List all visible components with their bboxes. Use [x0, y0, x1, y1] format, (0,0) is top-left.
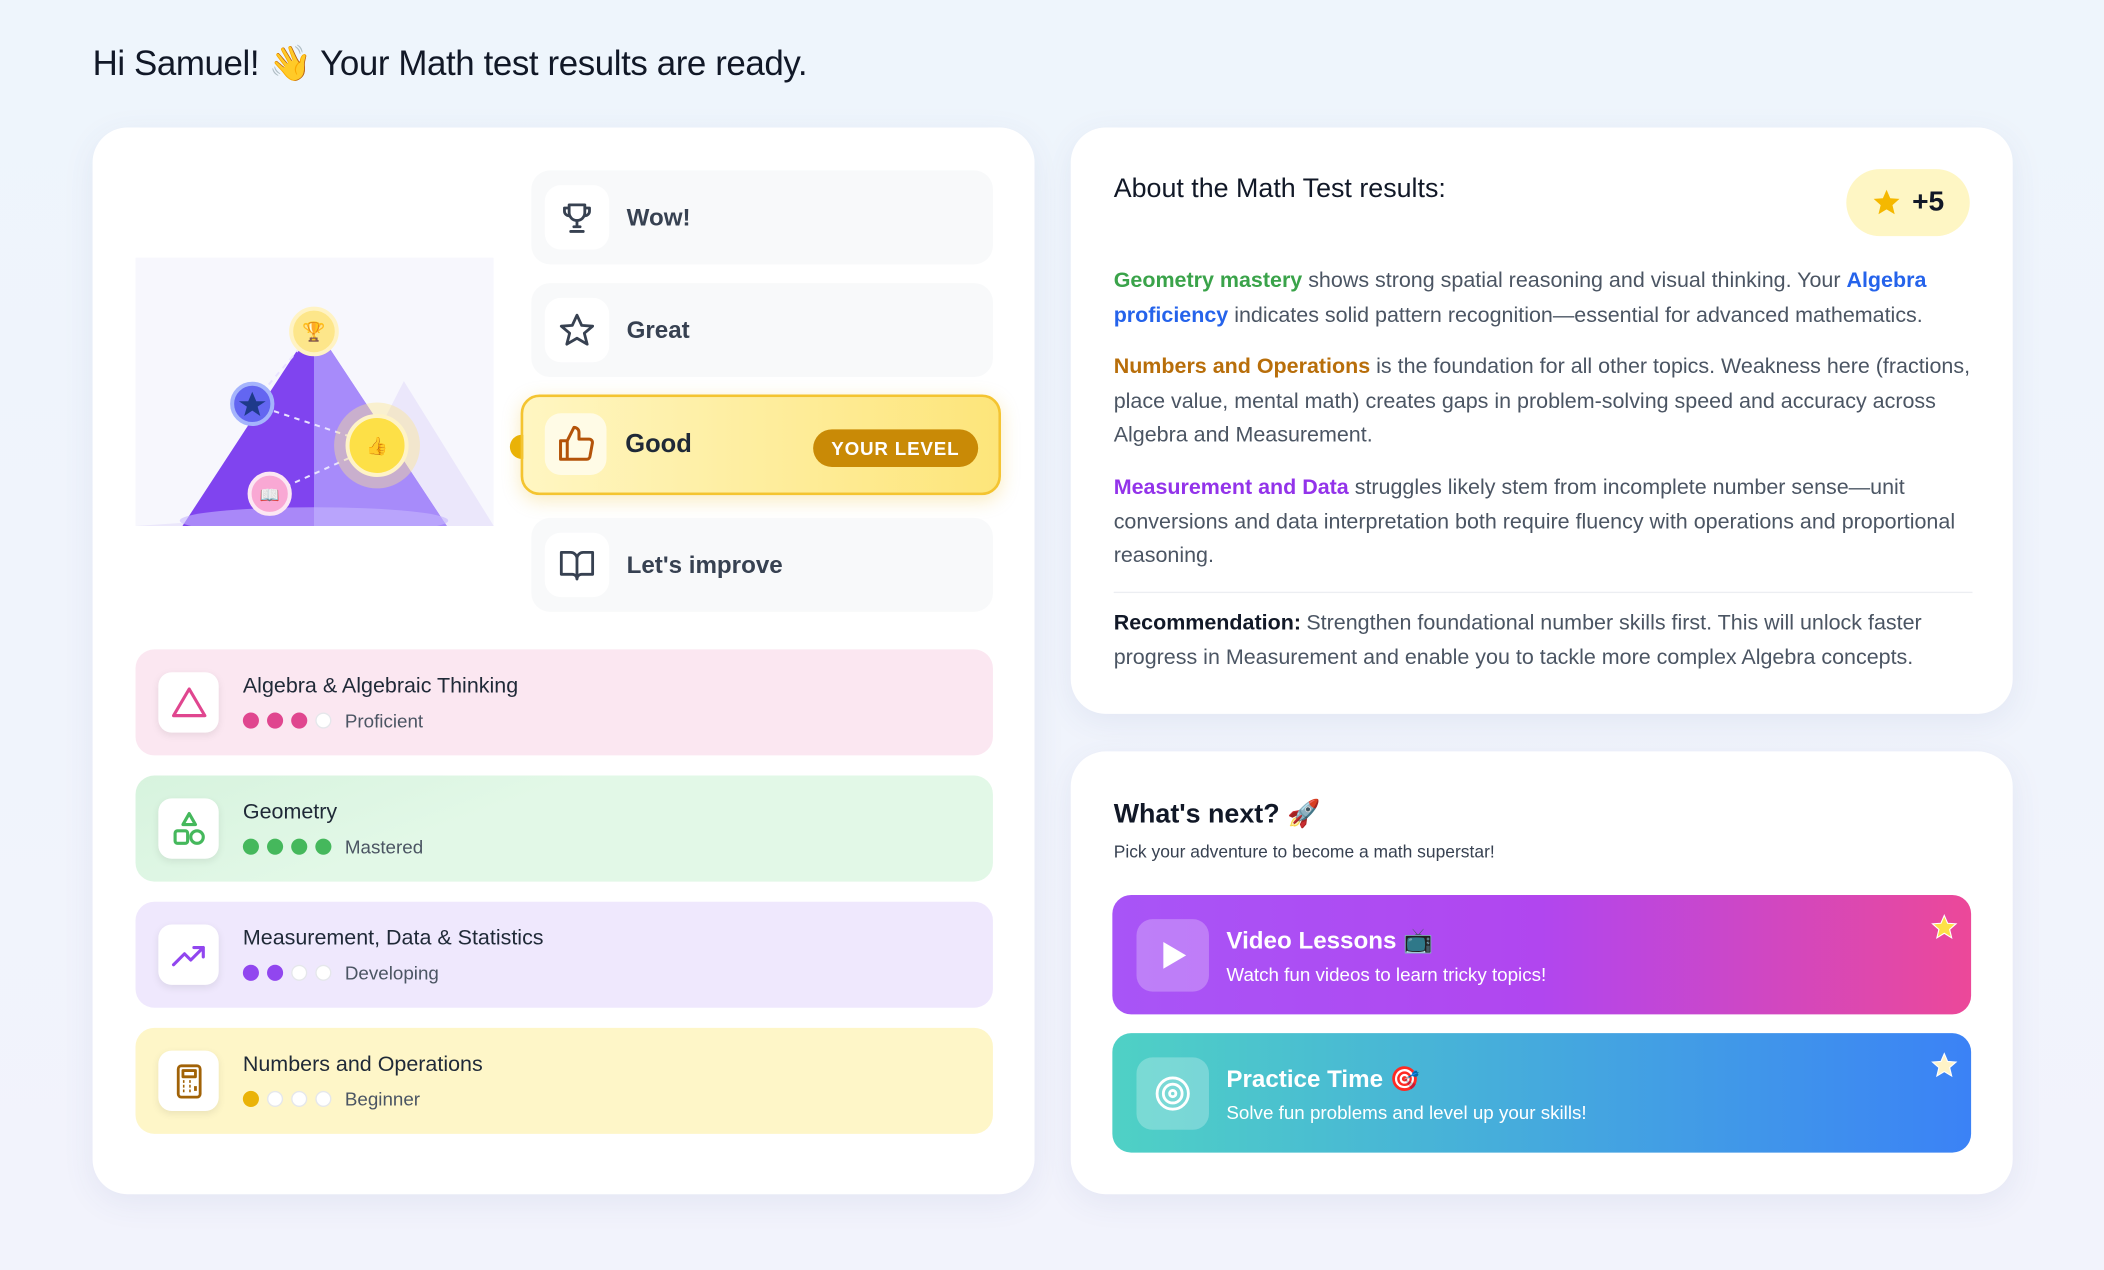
skill-icon [158, 924, 219, 985]
dot [242, 1090, 259, 1107]
skill-icon [158, 672, 219, 733]
highlight: Measurement and Data [1113, 476, 1349, 500]
dot [315, 964, 332, 981]
dot [315, 1090, 332, 1107]
paragraph: Geometry mastery shows strong spatial re… [1114, 264, 1973, 333]
next-card: What's next? 🚀 Pick your adventure to be… [1070, 751, 2013, 1195]
recommendation-text: Strengthen foundational number skills fi… [1113, 611, 1922, 670]
dot [267, 1090, 284, 1107]
dot [291, 1090, 308, 1107]
book-icon [544, 532, 610, 598]
text: indicates solid pattern recognition—esse… [1228, 304, 1923, 327]
skill-icon [158, 798, 219, 859]
level-row: Great [531, 283, 993, 378]
your-level-badge: YOUR LEVEL [812, 429, 979, 467]
skill-status: Proficient [344, 709, 424, 732]
next-subtitle: Pick your adventure to become a math sup… [1113, 841, 1495, 862]
skill-status: Mastered [344, 835, 424, 858]
skill-icon [158, 1050, 219, 1112]
skill-name: Measurement, Data & Statistics [242, 927, 544, 950]
dot [291, 964, 308, 981]
dot [315, 712, 332, 729]
target-icon [1136, 1057, 1209, 1130]
paragraph: Numbers and Operations is the foundation… [1114, 350, 1973, 453]
text: is the foundation for all other topics. … [1113, 355, 1971, 448]
skill-name: Algebra & Algebraic Thinking [242, 674, 519, 698]
dot [242, 838, 259, 855]
results-card: 🏆 👍 📖 Wow! Great Good YOUR LEVEL Let's i… [92, 127, 1035, 1195]
dot [242, 964, 259, 981]
recommendation: Recommendation: Strengthen foundational n… [1113, 591, 1973, 675]
skill-row: Measurement, Data & Statistics Developing [135, 901, 993, 1008]
text: struggles likely stem from incomplete nu… [1113, 476, 1956, 568]
sparkle-icon [1931, 1052, 1958, 1078]
level-row: Wow! [531, 170, 993, 265]
greeting: Hi Samuel! 👋 Your Math test results are … [92, 42, 808, 84]
icon [171, 686, 206, 717]
skill-dots [242, 964, 332, 981]
dot [267, 964, 284, 981]
option-text: Watch fun videos to learn tricky topics! [1226, 963, 1547, 985]
skill-dots [242, 1090, 332, 1107]
icon [171, 945, 205, 966]
skill-row: Algebra & Algebraic Thinking Proficient [135, 649, 993, 756]
svg-text:🏆: 🏆 [302, 320, 325, 343]
dot [267, 838, 284, 855]
skill-name: Geometry [242, 801, 338, 824]
svg-text:📖: 📖 [260, 486, 280, 504]
level-label: Great [626, 316, 690, 344]
skill-row: Geometry Mastered [135, 775, 993, 882]
thumb-icon [544, 413, 607, 475]
about-card: About the Math Test results: +5 Geometry… [1070, 127, 2013, 714]
level-label: Wow! [626, 203, 691, 231]
about-text: Geometry mastery shows strong spatial re… [1114, 264, 1973, 591]
dot [267, 712, 284, 729]
option-title: Practice Time 🎯 [1226, 1065, 1420, 1093]
skill-status: Developing [344, 962, 439, 984]
skill-status: Beginner [344, 1088, 421, 1110]
option-card[interactable]: Video Lessons 📺 Watch fun videos to lear… [1112, 894, 1972, 1015]
icon [176, 1063, 201, 1098]
level-label: Good [625, 430, 692, 459]
text: shows strong spatial reasoning and visua… [1302, 269, 1847, 293]
sparkle-icon [1931, 914, 1958, 939]
trophy-icon [544, 185, 610, 250]
svg-text:👍: 👍 [366, 436, 388, 456]
star-icon [1873, 189, 1900, 215]
points-badge: +5 [1846, 169, 1970, 237]
option-card[interactable]: Practice Time 🎯 Solve fun problems and l… [1112, 1033, 1972, 1153]
dot [242, 712, 259, 729]
star-icon [544, 297, 610, 363]
dot [291, 712, 308, 729]
option-text: Solve fun problems and level up your ski… [1226, 1101, 1587, 1124]
paragraph: Measurement and Data struggles likely st… [1114, 471, 1973, 574]
dot [291, 838, 308, 855]
level-row-current: Good YOUR LEVEL [520, 394, 1001, 496]
next-title: What's next? 🚀 [1113, 799, 1321, 830]
level-label: Let's improve [626, 551, 783, 579]
pyramid-illustration: 🏆 👍 📖 [135, 257, 494, 526]
points: +5 [1912, 186, 1945, 218]
icon [172, 811, 205, 845]
skill-dots [242, 712, 332, 729]
highlight: Algebra proficiency [1113, 269, 1927, 327]
highlight: Numbers and Operations [1113, 355, 1371, 379]
play-icon [1136, 919, 1209, 992]
recommendation-label: Recommendation: [1113, 611, 1301, 635]
skill-dots [242, 838, 332, 855]
about-title: About the Math Test results: [1113, 174, 1446, 204]
level-row: Let's improve [531, 517, 993, 612]
skill-row: Numbers and Operations Beginner [135, 1027, 993, 1134]
dot [315, 838, 332, 855]
skill-name: Numbers and Operations [242, 1053, 483, 1077]
option-title: Video Lessons 📺 [1226, 927, 1434, 955]
highlight: Geometry mastery [1113, 269, 1303, 293]
